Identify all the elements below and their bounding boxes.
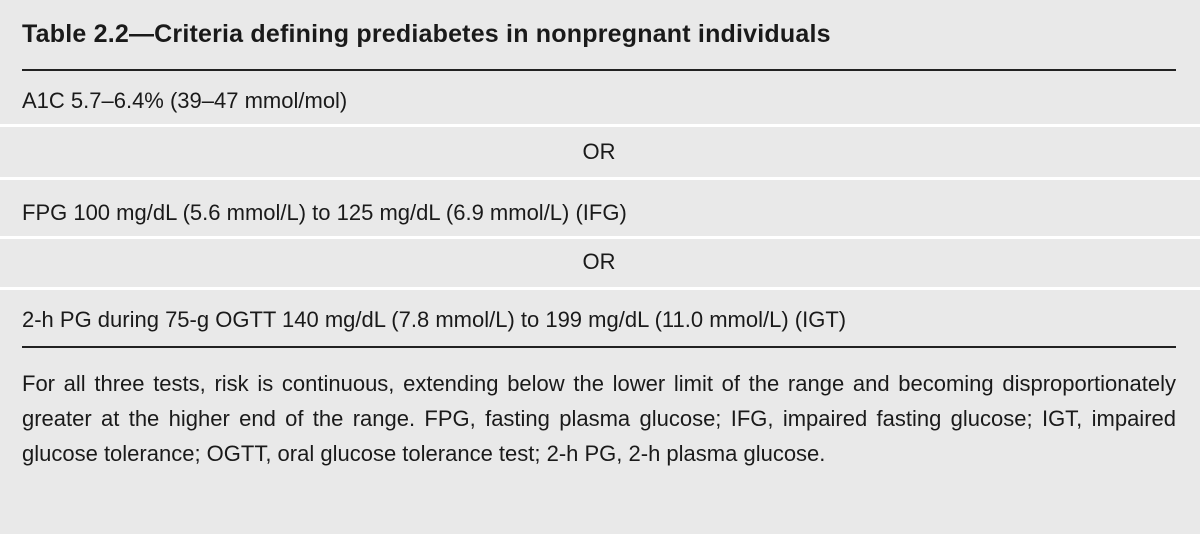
row-separator <box>0 236 1200 239</box>
footer-rule <box>22 346 1176 348</box>
row-separator <box>0 287 1200 290</box>
title-rule <box>22 69 1176 71</box>
row-separator <box>0 177 1200 180</box>
table-footnote: For all three tests, risk is continuous,… <box>22 371 1176 466</box>
criterion: FPG 100 mg/dL (5.6 mmol/L) to 125 mg/dL … <box>22 200 627 225</box>
criterion: A1C 5.7–6.4% (39–47 mmol/mol) <box>22 88 348 113</box>
or-label: OR <box>582 139 616 164</box>
table-title: Table 2.2—Criteria defining prediabetes … <box>22 20 831 48</box>
criterion: 2-h PG during 75-g OGTT 140 mg/dL (7.8 m… <box>22 307 847 332</box>
or-label: OR <box>582 249 616 274</box>
row-separator <box>0 124 1200 127</box>
